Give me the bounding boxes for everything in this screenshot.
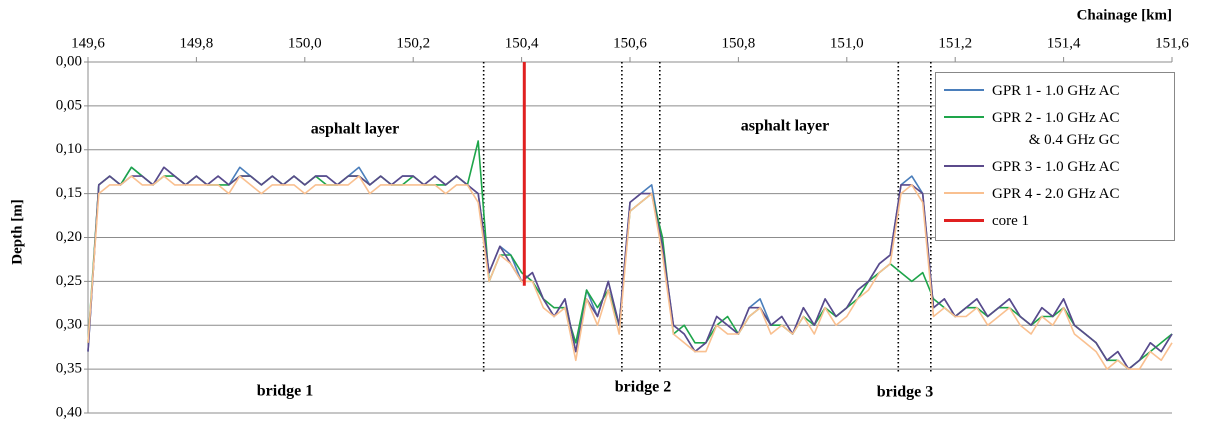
x-tick-label: 149,8 (180, 35, 214, 51)
legend-item: GPR 4 - 2.0 GHz AC (936, 181, 1174, 208)
x-tick-label: 151,2 (938, 35, 972, 51)
legend-label: GPR 3 - 1.0 GHz AC (992, 159, 1120, 175)
x-tick-label: 151,0 (830, 35, 864, 51)
legend-label: core 1 (992, 213, 1030, 229)
annotation: bridge 2 (615, 379, 671, 396)
legend: GPR 1 - 1.0 GHz AC GPR 2 - 1.0 GHz AC & 0… (935, 72, 1175, 241)
legend-swatch (944, 116, 984, 118)
y-tick-label: 0,15 (56, 185, 82, 201)
x-tick-label: 149,6 (71, 35, 105, 51)
y-tick-label: 0,00 (56, 53, 82, 69)
legend-label: GPR 4 - 2.0 GHz AC (992, 186, 1120, 202)
annotation: bridge 3 (877, 384, 933, 401)
y-tick-label: 0,40 (56, 404, 82, 420)
legend-item: core 1 (936, 208, 1174, 235)
x-axis-label: Chainage [km] (1077, 7, 1172, 23)
x-tick-label: 150,2 (396, 35, 430, 51)
y-tick-label: 0,10 (56, 141, 82, 157)
annotation: asphalt layer (311, 121, 399, 138)
x-tick-label: 150,8 (722, 35, 756, 51)
legend-swatch (944, 165, 984, 167)
legend-item: GPR 2 - 1.0 GHz AC & 0.4 GHz GC (936, 105, 1174, 154)
series-line (87, 175, 1173, 370)
annotation: asphalt layer (741, 118, 829, 135)
y-tick-label: 0,35 (56, 361, 82, 377)
x-tick-label: 150,6 (613, 35, 647, 51)
annotation: bridge 1 (257, 383, 313, 400)
legend-swatch (944, 89, 984, 91)
x-tick-label: 150,4 (505, 35, 539, 51)
y-tick-label: 0,05 (56, 97, 82, 113)
legend-item: GPR 3 - 1.0 GHz AC (936, 154, 1174, 181)
x-tick-label: 151,6 (1155, 35, 1189, 51)
y-tick-label: 0,30 (56, 317, 82, 333)
legend-swatch (944, 219, 984, 222)
y-tick-label: 0,25 (56, 273, 82, 289)
y-tick-label: 0,20 (56, 229, 82, 245)
legend-label: GPR 1 - 1.0 GHz AC (992, 83, 1120, 99)
legend-label: GPR 2 - 1.0 GHz AC & 0.4 GHz GC (992, 110, 1120, 148)
series-line (87, 166, 1173, 370)
x-tick-label: 151,4 (1047, 35, 1081, 51)
x-tick-label: 150,0 (288, 35, 322, 51)
legend-swatch (944, 192, 984, 194)
y-axis-label: Depth [m] (9, 199, 25, 264)
legend-item: GPR 1 - 1.0 GHz AC (936, 78, 1174, 105)
